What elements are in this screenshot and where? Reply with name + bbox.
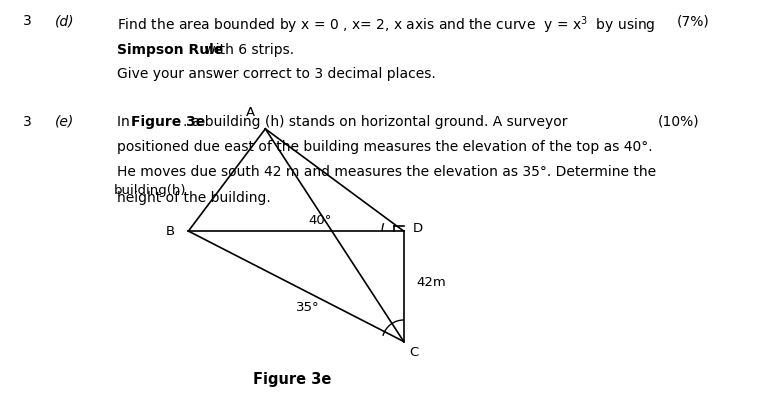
Text: 40°: 40° xyxy=(309,214,332,227)
Text: D: D xyxy=(413,222,423,235)
Text: 3: 3 xyxy=(23,115,32,128)
Text: (7%): (7%) xyxy=(677,14,710,28)
Text: Find the area bounded by x = 0 , x= 2, x axis and the curve  y = x$^3$  by using: Find the area bounded by x = 0 , x= 2, x… xyxy=(117,14,655,36)
Text: (e): (e) xyxy=(55,115,75,128)
Text: C: C xyxy=(409,346,418,359)
Text: A: A xyxy=(246,106,255,119)
Text: building(h): building(h) xyxy=(114,184,186,197)
Text: Figure 3e: Figure 3e xyxy=(253,371,331,387)
Text: positioned due east of the building measures the elevation of the top as 40°.: positioned due east of the building meas… xyxy=(117,140,653,154)
Text: Simpson Rule: Simpson Rule xyxy=(117,43,223,57)
Text: . a building (h) stands on horizontal ground. A surveyor: . a building (h) stands on horizontal gr… xyxy=(183,115,568,128)
Text: 35°: 35° xyxy=(295,301,319,314)
Text: height of the building.: height of the building. xyxy=(117,191,271,204)
Text: 42m: 42m xyxy=(417,276,447,289)
Text: Figure 3e: Figure 3e xyxy=(131,115,205,128)
Text: B: B xyxy=(166,225,175,238)
Text: (10%): (10%) xyxy=(657,115,699,128)
Text: Give your answer correct to 3 decimal places.: Give your answer correct to 3 decimal pl… xyxy=(117,67,435,81)
Text: (d): (d) xyxy=(55,14,75,28)
Text: He moves due south 42 m and measures the elevation as 35°. Determine the: He moves due south 42 m and measures the… xyxy=(117,165,656,179)
Text: In: In xyxy=(117,115,134,128)
Text: with 6 strips.: with 6 strips. xyxy=(200,43,294,57)
Text: 3: 3 xyxy=(23,14,32,28)
